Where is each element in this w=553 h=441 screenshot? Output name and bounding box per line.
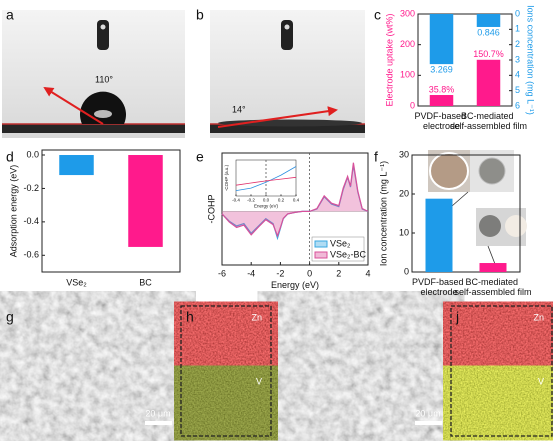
x-tick-label: 0.2 xyxy=(278,198,285,203)
bar xyxy=(59,155,94,176)
line xyxy=(235,166,297,191)
x-tick-label: PVDF-based electrode xyxy=(414,111,468,131)
y2-axis-label: Ions concentration (mg L⁻¹) xyxy=(526,5,536,115)
legend-label: VSe₂ xyxy=(330,238,351,248)
x-tick-label: VSe₂ xyxy=(66,277,87,287)
y-tick-label: 0.0 xyxy=(26,149,39,159)
panel-label: j xyxy=(455,309,459,325)
y-tick-label: 0 xyxy=(410,100,415,110)
x-tick-label: 0 xyxy=(307,268,312,278)
bar xyxy=(429,14,454,65)
x-tick-label: -0.4 xyxy=(232,198,240,203)
y-tick-label: 30 xyxy=(399,149,409,159)
x-tick-label: -2 xyxy=(276,268,284,278)
x-tick-label: BC xyxy=(139,277,152,287)
panel-label: a xyxy=(6,7,14,23)
bar xyxy=(128,155,163,247)
y-tick-label: 200 xyxy=(400,39,415,49)
y-axis-label: -COHP xyxy=(206,195,216,224)
area xyxy=(222,162,368,236)
y2-tick-label: 5 xyxy=(515,85,520,95)
y-axis-label: -COHP (a.u.) xyxy=(224,164,229,191)
plot-frame xyxy=(221,152,369,266)
y-tick-label: 20 xyxy=(399,188,409,198)
bar xyxy=(476,14,501,27)
y2-tick-label: 4 xyxy=(515,70,520,80)
y-tick-label: 100 xyxy=(400,70,415,80)
plot-frame xyxy=(411,154,521,273)
x-tick-label: 4 xyxy=(365,268,370,278)
x-axis-label: Energy (eV) xyxy=(271,280,319,290)
panel-label: b xyxy=(196,7,204,23)
value-label: 35.8% xyxy=(429,84,455,94)
scale-bar-label: 20 μm xyxy=(145,408,170,418)
legend-swatch xyxy=(314,240,328,248)
x-tick-label: 0.4 xyxy=(293,198,300,203)
contact-angle: 14° xyxy=(232,104,246,114)
panel-label: h xyxy=(186,309,194,325)
photo-b: 14° xyxy=(210,10,365,138)
line xyxy=(221,162,369,238)
x-tick-label: BC-mediated self-assembled film xyxy=(450,111,527,131)
y-axis-label: Adsorption energy (eV) xyxy=(8,165,18,258)
line xyxy=(235,176,297,186)
element-label: V xyxy=(256,376,262,386)
x-tick-label: -0.2 xyxy=(247,198,255,203)
value-label: 3.269 xyxy=(430,64,453,74)
x-tick-label: BC-mediated self-assembled film xyxy=(454,277,531,297)
panel-label: c xyxy=(374,7,381,23)
bar xyxy=(429,95,454,106)
photo-a: 110° xyxy=(2,10,185,138)
legend-label: VSe₂-BC xyxy=(330,249,367,259)
x-tick-label: 2 xyxy=(336,268,341,278)
y-tick-label: -0.2 xyxy=(23,183,39,193)
bar xyxy=(425,198,453,272)
plot-frame xyxy=(41,149,181,273)
element-label: Zn xyxy=(533,312,544,322)
y-axis-label: Electrode uptake (wt%) xyxy=(384,13,394,106)
panel-label: e xyxy=(196,149,204,165)
x-axis-label: Energy (eV) xyxy=(254,204,279,209)
y-tick-label: -0.4 xyxy=(23,216,39,226)
contact-angle: 110° xyxy=(95,74,113,84)
panel-label: d xyxy=(6,149,14,165)
x-tick-label: 0.0 xyxy=(263,198,270,203)
element-label: V xyxy=(538,376,544,386)
y2-tick-label: 2 xyxy=(515,39,520,49)
x-tick-label: PVDF-based electrode xyxy=(412,277,466,297)
y-tick-label: 300 xyxy=(400,8,415,18)
y2-tick-label: 0 xyxy=(515,8,520,18)
scale-bar-label: 20 μm xyxy=(415,408,440,418)
value-label: 0.846 xyxy=(477,27,500,37)
value-label: 150.7% xyxy=(473,49,504,59)
y2-tick-label: 6 xyxy=(515,100,520,110)
y2-tick-label: 3 xyxy=(515,54,520,64)
panel-label: g xyxy=(6,309,14,325)
y2-tick-label: 1 xyxy=(515,24,520,34)
bar xyxy=(476,59,501,106)
photos-f xyxy=(428,150,527,265)
y-tick-label: -0.6 xyxy=(23,250,39,260)
element-label: Zn xyxy=(251,312,262,322)
panel-label: f xyxy=(374,149,378,165)
y-axis-label: Ion concentration (mg L⁻¹) xyxy=(378,161,388,266)
y-tick-label: 0 xyxy=(404,266,409,276)
x-tick-label: -4 xyxy=(247,268,255,278)
y-tick-label: 10 xyxy=(399,227,409,237)
x-tick-label: -6 xyxy=(218,268,226,278)
bar xyxy=(479,263,507,272)
legend-swatch xyxy=(314,251,328,259)
sem-images: 20 μm 20 μm Zn V Zn V xyxy=(0,305,553,441)
